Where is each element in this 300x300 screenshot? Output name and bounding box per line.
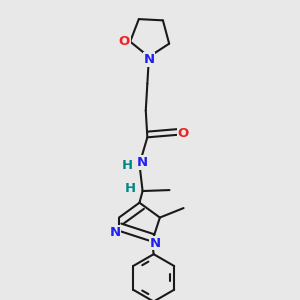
Text: H: H bbox=[122, 159, 133, 172]
Text: H: H bbox=[125, 182, 136, 195]
Text: N: N bbox=[110, 226, 121, 239]
Text: O: O bbox=[119, 35, 130, 48]
Text: O: O bbox=[177, 128, 189, 140]
Text: N: N bbox=[136, 156, 148, 169]
Text: N: N bbox=[150, 237, 161, 250]
Text: N: N bbox=[143, 53, 155, 66]
